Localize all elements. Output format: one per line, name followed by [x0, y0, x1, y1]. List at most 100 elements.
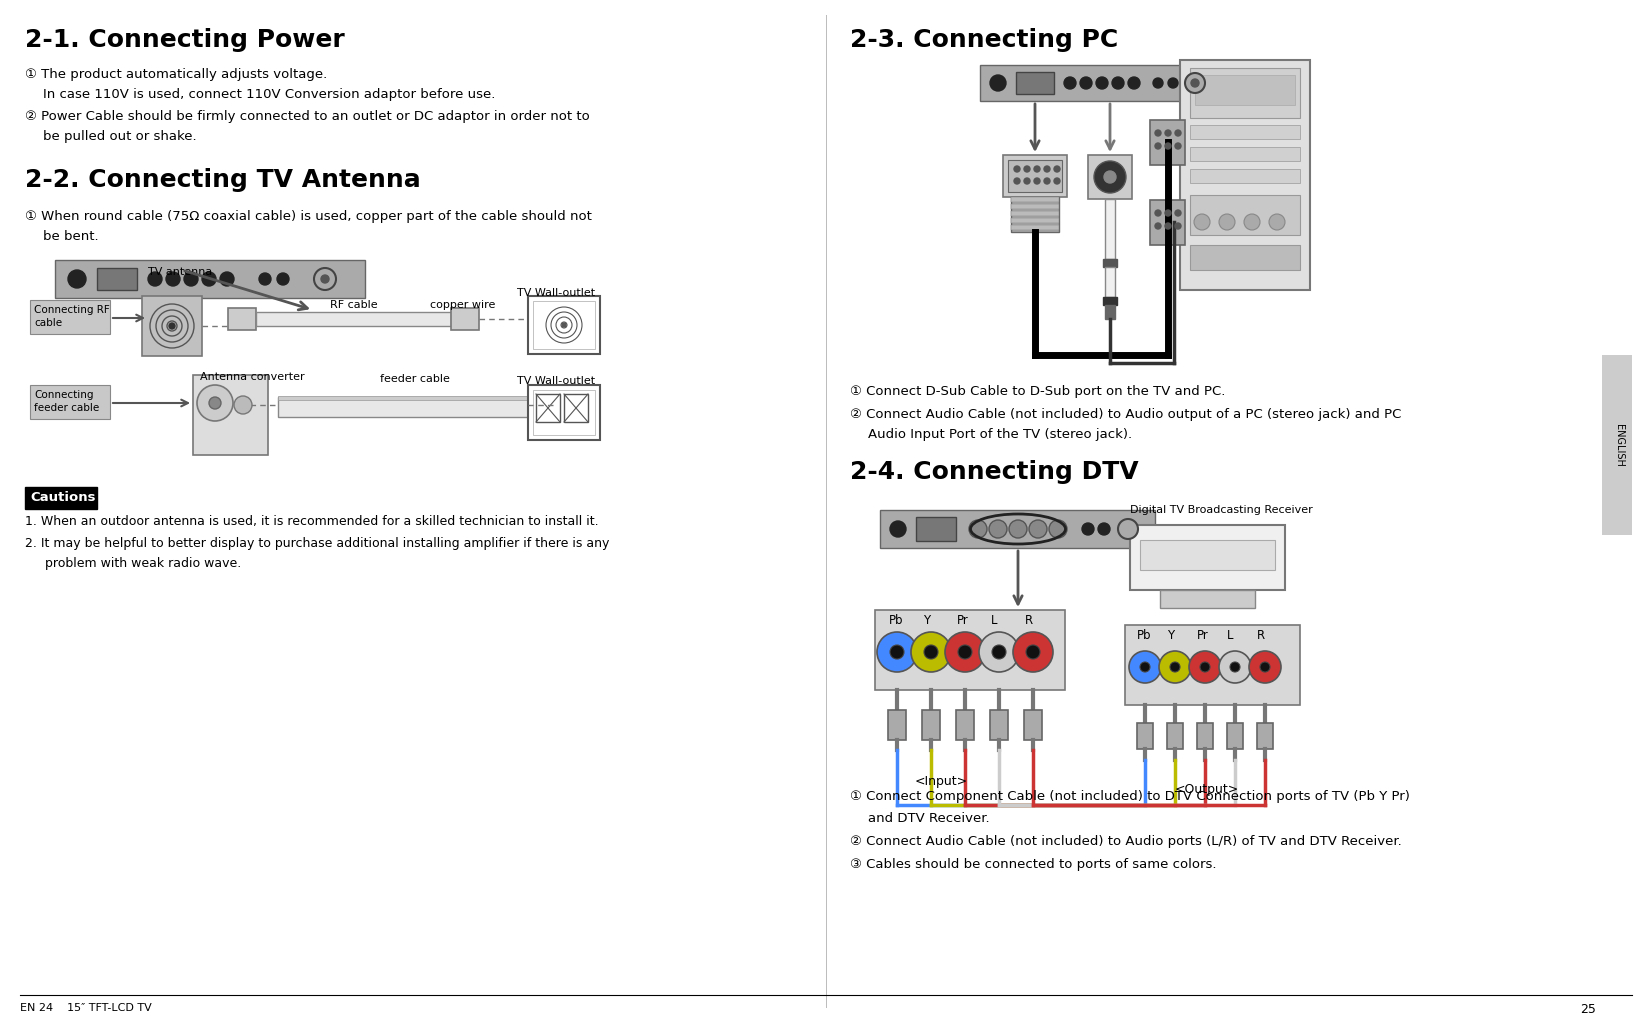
Circle shape — [1112, 77, 1123, 89]
Circle shape — [1199, 662, 1209, 672]
Circle shape — [1104, 171, 1117, 183]
Circle shape — [320, 275, 329, 283]
Circle shape — [910, 632, 952, 672]
Circle shape — [1024, 166, 1029, 172]
Text: <Input>: <Input> — [915, 775, 968, 788]
Circle shape — [890, 521, 905, 537]
Text: TV Wall-outlet: TV Wall-outlet — [517, 376, 595, 386]
Circle shape — [1029, 520, 1047, 538]
Text: L: L — [1227, 629, 1234, 642]
Circle shape — [220, 272, 235, 286]
Circle shape — [1128, 651, 1161, 683]
Text: Digital TV Broadcasting Receiver: Digital TV Broadcasting Receiver — [1130, 505, 1313, 515]
Text: R: R — [1257, 629, 1265, 642]
Bar — [278, 396, 553, 400]
Bar — [1137, 723, 1153, 749]
Bar — [1008, 160, 1062, 192]
Text: cable: cable — [35, 318, 63, 328]
Text: 25: 25 — [1579, 1003, 1596, 1016]
Bar — [1602, 355, 1632, 535]
Circle shape — [1189, 651, 1221, 683]
Circle shape — [1118, 519, 1138, 539]
Circle shape — [1009, 520, 1028, 538]
Circle shape — [970, 520, 986, 538]
Bar — [1125, 625, 1300, 705]
Bar — [876, 610, 1066, 690]
Bar — [980, 65, 1219, 101]
Bar — [1104, 259, 1117, 267]
Text: 2-3. Connecting PC: 2-3. Connecting PC — [851, 28, 1118, 52]
Bar — [889, 710, 905, 740]
Text: Pb: Pb — [889, 614, 904, 628]
Text: Pr: Pr — [957, 614, 968, 628]
Bar — [1189, 195, 1300, 235]
Text: Y: Y — [923, 614, 930, 628]
Bar — [256, 312, 451, 326]
Bar — [1140, 540, 1275, 570]
Circle shape — [1175, 223, 1181, 229]
Text: Pr: Pr — [1198, 629, 1209, 642]
Text: Audio Input Port of the TV (stereo jack).: Audio Input Port of the TV (stereo jack)… — [867, 428, 1132, 442]
Circle shape — [958, 645, 971, 659]
Bar — [1189, 169, 1300, 183]
Bar — [1011, 197, 1059, 232]
Bar — [1194, 75, 1295, 105]
Circle shape — [68, 270, 86, 288]
Circle shape — [1269, 214, 1285, 230]
Text: Connecting: Connecting — [35, 390, 94, 400]
Circle shape — [991, 645, 1006, 659]
Circle shape — [1155, 223, 1161, 229]
Circle shape — [183, 272, 198, 286]
Text: be pulled out or shake.: be pulled out or shake. — [43, 130, 197, 143]
Text: Antenna converter: Antenna converter — [200, 372, 304, 382]
Bar — [922, 710, 940, 740]
Circle shape — [169, 323, 175, 329]
Bar — [193, 375, 268, 455]
Text: ② Connect Audio Cable (not included) to Audio ports (L/R) of TV and DTV Receiver: ② Connect Audio Cable (not included) to … — [851, 835, 1403, 848]
Circle shape — [923, 645, 938, 659]
Circle shape — [1175, 143, 1181, 149]
Circle shape — [1155, 130, 1161, 136]
Bar — [957, 710, 975, 740]
Text: TV antenna: TV antenna — [149, 267, 211, 277]
Circle shape — [1099, 523, 1110, 535]
Circle shape — [1175, 210, 1181, 216]
Bar — [142, 296, 202, 356]
Bar — [55, 260, 365, 298]
Text: TV Wall-outlet: TV Wall-outlet — [517, 288, 595, 298]
Text: ① Connect D-Sub Cable to D-Sub port on the TV and PC.: ① Connect D-Sub Cable to D-Sub port on t… — [851, 385, 1226, 398]
Circle shape — [1013, 632, 1052, 672]
Bar — [1105, 267, 1115, 297]
Text: be bent.: be bent. — [43, 230, 99, 243]
Text: feeder cable: feeder cable — [35, 403, 99, 413]
Circle shape — [165, 272, 180, 286]
Circle shape — [1168, 78, 1178, 88]
Bar — [990, 710, 1008, 740]
Text: R: R — [1024, 614, 1032, 628]
Bar — [529, 385, 600, 440]
Bar — [1024, 710, 1042, 740]
Circle shape — [278, 273, 289, 285]
Bar — [1011, 204, 1059, 210]
Bar — [30, 385, 111, 419]
Circle shape — [1049, 520, 1067, 538]
Bar — [529, 296, 600, 354]
Bar — [534, 390, 595, 435]
Circle shape — [1054, 166, 1061, 172]
Bar — [915, 517, 957, 541]
Circle shape — [990, 520, 1008, 538]
Circle shape — [1194, 214, 1209, 230]
Bar — [1227, 723, 1242, 749]
Bar — [451, 308, 479, 330]
Text: <Output>: <Output> — [1175, 783, 1239, 796]
Text: ① The product automatically adjusts voltage.: ① The product automatically adjusts volt… — [25, 68, 327, 81]
Circle shape — [1095, 77, 1108, 89]
Text: ③ Cables should be connected to ports of same colors.: ③ Cables should be connected to ports of… — [851, 858, 1216, 871]
Text: ① Connect Component Cable (not included) to DTV Connection ports of TV (Pb Y Pr): ① Connect Component Cable (not included)… — [851, 790, 1409, 803]
Circle shape — [1054, 178, 1061, 184]
Bar — [1105, 199, 1115, 259]
Circle shape — [1165, 223, 1171, 229]
Bar — [97, 268, 137, 290]
Circle shape — [1014, 178, 1019, 184]
Bar — [1189, 147, 1300, 161]
